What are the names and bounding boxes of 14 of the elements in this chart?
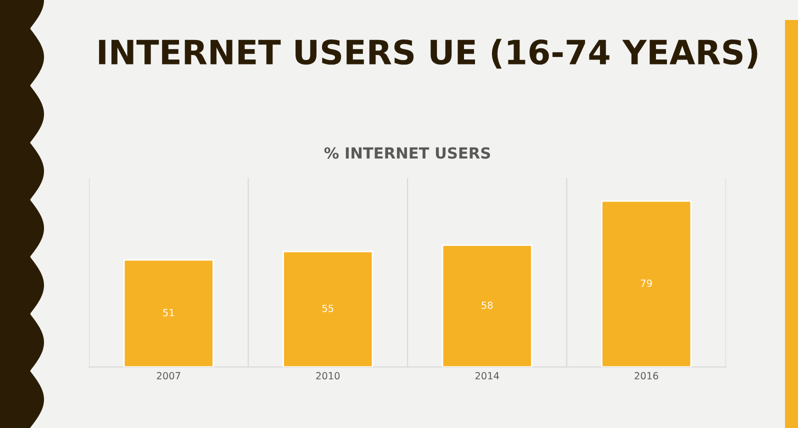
x-tick-label: 2014 xyxy=(475,372,499,380)
chart-subtitle: % INTERNET USERS xyxy=(324,147,490,159)
bar xyxy=(442,244,532,367)
chart-title: INTERNET USERS UE (16-74 YEARS) xyxy=(99,38,758,69)
x-tick-label: 2007 xyxy=(156,372,180,380)
bar xyxy=(282,250,374,367)
data-label: 51 xyxy=(163,309,174,316)
data-label: 79 xyxy=(640,280,652,287)
bar xyxy=(123,259,214,367)
x-tick-label: 2010 xyxy=(316,372,340,380)
data-label: 58 xyxy=(482,302,493,309)
data-label: 55 xyxy=(322,304,334,312)
x-tick-label: 2016 xyxy=(634,372,658,380)
bar xyxy=(601,200,692,367)
